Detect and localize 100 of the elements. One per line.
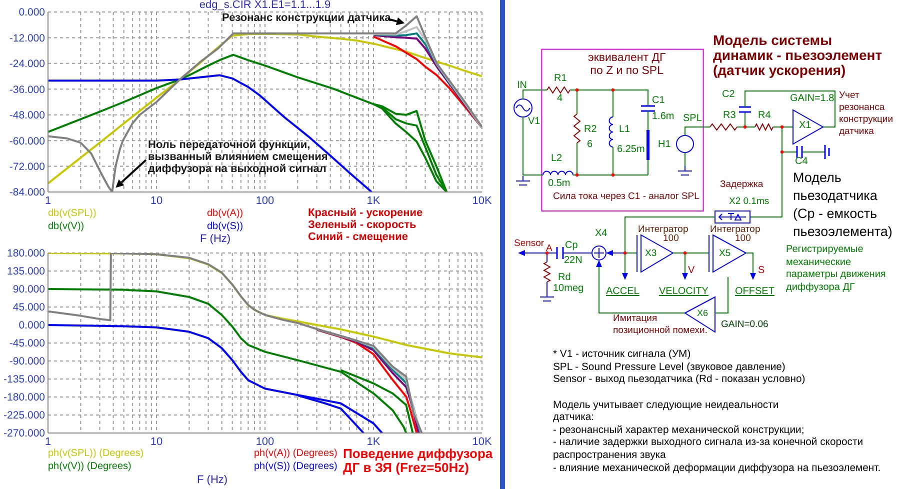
chart-title: edg_s.CIR X1.E1=1.1...1.9: [198, 0, 332, 11]
text: R2: [584, 124, 597, 136]
text: IN: [517, 80, 527, 92]
y-tick-label: -48.000: [9, 110, 46, 122]
text: C1: [652, 95, 665, 107]
text: db(v(V)): [48, 220, 84, 233]
text: Sensor: [514, 238, 544, 250]
text: Модель учитывает следующие неидеальности датчика:: [553, 400, 779, 425]
text: Регистрируемые механические параметры движения диффузора ДГ: [786, 244, 886, 294]
text: R1: [554, 73, 567, 85]
y-tick-label: -90.000: [9, 356, 46, 368]
text: OFFSET: [735, 286, 774, 298]
text: ph(v(V)) (Degrees): [48, 460, 132, 473]
annotation: Резонанс конструкции датчика: [222, 12, 391, 24]
y-tick-label: -45.000: [9, 338, 46, 350]
text: X2 0.1ms: [729, 196, 770, 208]
text: Модель системы динамик - пьезоэлемент (датчик ускорения): [713, 32, 882, 78]
x-axis-title: F (Hz): [200, 233, 231, 245]
text: Sensor - выход пьезодатчика (Rd - показан условно): [553, 374, 806, 387]
text: ph(v(A)) (Degrees): [254, 447, 338, 460]
text: SPL - Sound Pressure Level (звуковое давление): [553, 362, 786, 374]
x-tick-label: 10: [150, 194, 163, 207]
text: db(v(A)): [207, 207, 244, 220]
annotation: Ноль передаточной функции, вызванный влиянием смещения диффузора на выходной сигнал: [148, 139, 328, 175]
text: ACCEL: [606, 286, 640, 298]
text: R3: [723, 110, 736, 122]
text: X1: [799, 120, 812, 132]
text: H1: [658, 139, 671, 151]
text: C2: [722, 89, 735, 101]
x-tick-label: 1K: [366, 194, 381, 207]
text: A: [546, 243, 552, 254]
y-tick-label: -60.000: [9, 135, 46, 148]
text: 6.25m: [617, 144, 645, 156]
text: R4: [758, 110, 771, 122]
y-tick-label: -225.000: [4, 410, 46, 422]
text: db(v(SPL)): [48, 207, 96, 220]
text: 22N: [564, 255, 582, 267]
x-tick-label: 10: [150, 436, 163, 448]
text: 10meg: [553, 283, 584, 295]
text: db(v(S)): [207, 220, 244, 233]
y-tick-label: -36.000: [9, 84, 46, 96]
text: SPL: [683, 113, 702, 125]
text: 1.6m: [652, 111, 674, 123]
x-tick-label: 10K: [472, 194, 492, 207]
text: 4: [557, 93, 563, 105]
text: X5: [719, 248, 731, 260]
text: - резонансный характер механической конструкции;: [553, 424, 804, 437]
y-tick-label: 90.000: [12, 284, 46, 296]
x-tick-label: 10K: [472, 436, 492, 448]
text: 0.5m: [548, 178, 570, 190]
text: - влияние механической деформации диффузора на пьезоэлемент.: [553, 462, 881, 475]
x-axis-title: F (Hz): [197, 474, 228, 486]
text: Интегратор: [638, 224, 688, 235]
text: V1: [528, 116, 540, 128]
y-tick-label: -24.000: [9, 58, 46, 70]
text: Модель пьезодатчика (Cp - емкость пьезоэлемента): [793, 169, 892, 241]
y-tick-label: -135.000: [4, 374, 46, 386]
x-tick-label: 100: [256, 194, 274, 207]
text: GAIN=0.06: [721, 319, 768, 330]
text: ph(v(S)) (Degrees): [254, 460, 338, 473]
text: Задержка: [720, 179, 764, 190]
y-tick-label: 180.000: [7, 248, 46, 260]
text: * V1 - источник сигнала (УМ): [553, 349, 691, 362]
text: 100: [663, 233, 679, 244]
x-tick-label: 100: [256, 436, 274, 448]
text: Rd: [558, 272, 571, 284]
text: Cp: [565, 240, 578, 252]
text: Зеленый - скорость: [308, 219, 416, 231]
text: L1: [619, 124, 630, 136]
text: Поведение диффузора ДГ в ЗЯ (Frez=50Hz): [343, 446, 493, 475]
text: X3: [645, 248, 657, 260]
text: V: [688, 265, 695, 277]
text: Сила тока через C1 - аналог SPL: [553, 191, 700, 202]
text: GAIN=1.8: [790, 93, 834, 105]
y-tick-label: 135.000: [7, 266, 46, 278]
y-tick-label: -12.000: [9, 32, 46, 44]
text: VELOCITY: [659, 286, 708, 298]
text: Интегратор: [710, 224, 760, 235]
text: C4: [795, 156, 808, 168]
text: 100: [735, 233, 751, 244]
text: X6: [697, 308, 708, 319]
x-tick-label: 1: [44, 194, 52, 207]
y-tick-label: -72.000: [9, 161, 46, 174]
text: X4: [595, 228, 608, 240]
x-tick-label: 1K: [366, 436, 381, 448]
text: L2: [551, 153, 562, 165]
text: эквивалент ДГ по Z и по SPL: [588, 52, 666, 78]
y-tick-label: -270.000: [4, 428, 46, 440]
y-tick-label: 0.000: [18, 320, 46, 332]
text: S: [758, 265, 765, 277]
text: 6: [587, 139, 593, 151]
text: Красный - ускорение: [308, 207, 423, 219]
y-tick-label: 45.000: [12, 302, 46, 314]
x-tick-label: 1: [44, 436, 52, 448]
y-tick-label: -180.000: [4, 392, 46, 404]
text: Синий - смещение: [308, 231, 408, 243]
text: ph(v(SPL)) (Degrees): [48, 447, 144, 460]
text: - наличие задержки выходного сигнала из-за конечной скорости распространения звука: [553, 437, 864, 462]
text: Учет резонанса конструкции датчика: [839, 90, 894, 138]
y-tick-label: -84.000: [9, 186, 46, 199]
